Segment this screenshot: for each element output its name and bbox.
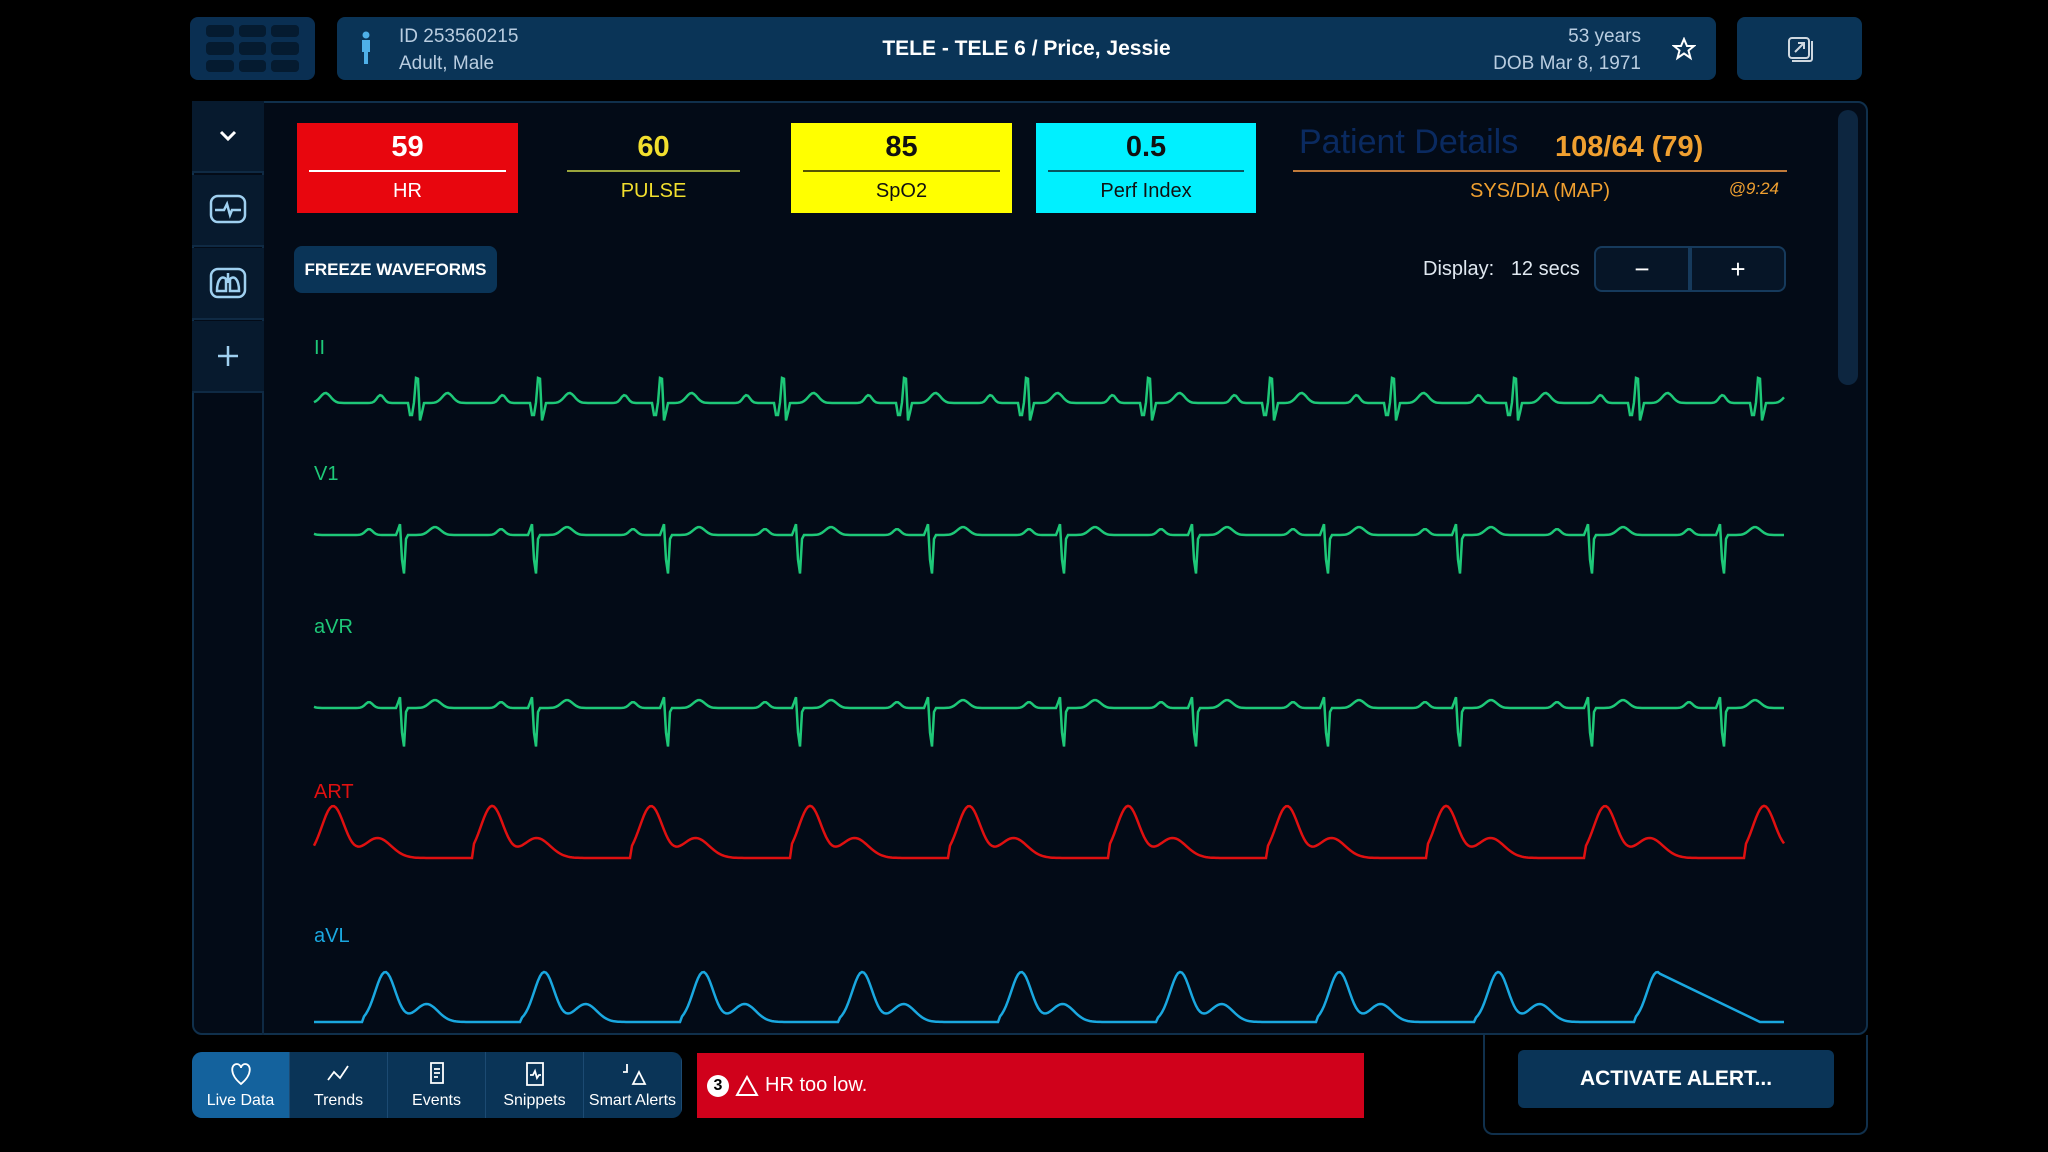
add-button[interactable] xyxy=(192,321,264,393)
nav-smart-alerts[interactable]: Smart Alerts xyxy=(584,1052,682,1118)
apps-grid-button[interactable] xyxy=(190,17,315,80)
freeze-waveforms-button[interactable]: FREEZE WAVEFORMS xyxy=(294,246,497,293)
waveform-avl xyxy=(314,970,1784,1024)
patient-id: ID 253560215 xyxy=(399,26,519,47)
vital-value: 85 xyxy=(885,131,918,163)
vital-label: PULSE xyxy=(620,180,687,202)
heart-monitor-icon xyxy=(209,194,247,224)
alert-text: HR too low. xyxy=(765,1074,868,1096)
nav-label: Trends xyxy=(313,1092,364,1109)
heart-icon xyxy=(230,1063,251,1086)
waveform-label-avl: aVL xyxy=(314,925,350,947)
vital-value: 60 xyxy=(637,131,670,163)
collapse-button[interactable] xyxy=(192,101,264,173)
events-icon xyxy=(429,1062,444,1084)
page-title: TELE - TELE 6 / Price, Jessie xyxy=(882,37,1171,60)
waveform-ii xyxy=(313,376,1785,421)
vital-value: 59 xyxy=(391,131,424,163)
vital-perf-index: 0.5 Perf Index xyxy=(1036,123,1256,213)
display-label: Display: xyxy=(1423,258,1495,280)
waveform-avr xyxy=(313,696,1784,747)
display-duration: Display: 12 secs xyxy=(1423,258,1580,281)
waveform-label-ii: II xyxy=(314,337,326,359)
activate-alert-button[interactable]: ACTIVATE ALERT... xyxy=(1518,1050,1834,1108)
waveform-art xyxy=(312,804,1786,860)
bp-vital: Patient Details 108/64 (79) SYS/DIA (MAP… xyxy=(1293,123,1787,213)
patient-header: ID 253560215 Adult, Male TELE - TELE 6 / … xyxy=(337,17,1716,80)
external-window-icon xyxy=(1788,37,1813,62)
chevron-down-icon xyxy=(219,130,237,142)
vital-value: 0.5 xyxy=(1125,131,1167,163)
lungs-icon xyxy=(209,267,247,299)
vitals-monitor-button[interactable] xyxy=(192,175,264,247)
nav-label: Live Data xyxy=(206,1092,275,1109)
person-icon xyxy=(362,31,370,64)
patient-dob: DOB Mar 8, 1971 xyxy=(1493,53,1641,74)
warning-icon xyxy=(735,1074,759,1096)
patient-type: Adult, Male xyxy=(399,53,495,74)
vital-label: SpO2 xyxy=(875,180,928,202)
alert-panel xyxy=(1483,1035,1868,1135)
nav-label: Smart Alerts xyxy=(588,1092,677,1109)
nav-label: Snippets xyxy=(503,1092,566,1109)
nav-live-data[interactable]: Live Data xyxy=(192,1052,290,1118)
waveform-label-art: ART xyxy=(314,781,354,803)
star-icon[interactable] xyxy=(1672,37,1696,61)
alert-count-badge: 3 xyxy=(707,1074,729,1097)
zoom-in-button[interactable]: + xyxy=(1690,246,1786,292)
respiratory-button[interactable] xyxy=(192,248,264,320)
bp-time: @9:24 xyxy=(1728,179,1779,198)
bottom-nav: Live Data Trends Events Snippets Smart Alert… xyxy=(192,1052,682,1118)
bp-value: 108/64 (79) xyxy=(1555,131,1704,163)
scrollbar[interactable] xyxy=(1838,110,1858,385)
vital-label: HR xyxy=(393,180,422,202)
patient-age: 53 years xyxy=(1568,26,1641,47)
popout-button[interactable] xyxy=(1737,17,1862,80)
vital-spo2: 85 SpO2 xyxy=(791,123,1012,213)
snippets-icon xyxy=(525,1062,544,1086)
nav-events[interactable]: Events xyxy=(388,1052,486,1118)
display-value: 12 secs xyxy=(1510,258,1580,280)
waveform-v1 xyxy=(313,523,1784,574)
vital-pulse: 60 PULSE xyxy=(555,123,752,213)
nav-label: Events xyxy=(412,1092,461,1109)
zoom-out-button[interactable]: − xyxy=(1594,246,1690,292)
bp-label: SYS/DIA (MAP) xyxy=(1469,180,1611,202)
sidebar xyxy=(192,101,264,1035)
alert-banner[interactable]: 3 HR too low. xyxy=(697,1053,1364,1118)
patient-details-overlay: Patient Details xyxy=(1299,123,1519,161)
smart-alerts-icon xyxy=(622,1064,646,1085)
plus-icon xyxy=(218,346,238,366)
vital-label: Perf Index xyxy=(1100,180,1192,202)
waveform-label-v1: V1 xyxy=(314,463,339,485)
trends-icon xyxy=(326,1065,349,1081)
waveform-label-avr: aVR xyxy=(314,616,353,638)
nav-trends[interactable]: Trends xyxy=(290,1052,388,1118)
vital-hr: 59 HR xyxy=(297,123,518,213)
waveform-area xyxy=(312,376,1786,1024)
nav-snippets[interactable]: Snippets xyxy=(486,1052,584,1118)
